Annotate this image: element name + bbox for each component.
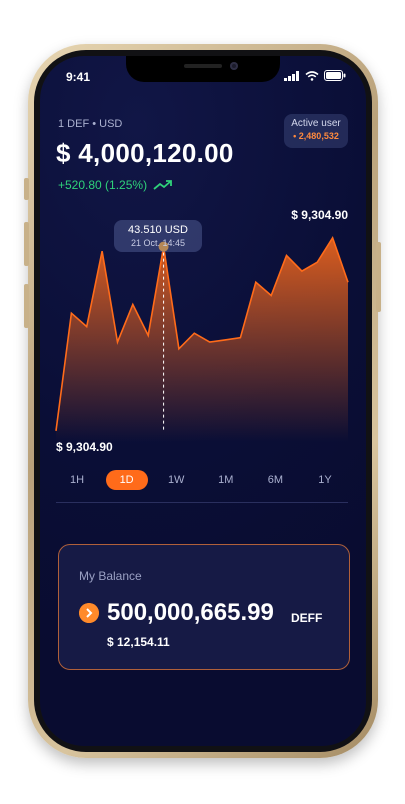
divider [56, 502, 348, 503]
balance-unit: DEFF [291, 611, 323, 625]
wifi-icon [305, 70, 319, 81]
active-user-badge: Active user • 2,480,532 [284, 114, 348, 148]
chart-tooltip: 43.510 USD 21 Oct. 14:45 [114, 220, 202, 252]
chevron-right-icon [79, 603, 99, 623]
balance-card[interactable]: My Balance 500,000,665.99 DEFF $ 12,154.… [58, 544, 350, 670]
range-1h[interactable]: 1H [69, 474, 85, 486]
status-icons [284, 70, 346, 81]
app-screen: 9:41 1 DEF • USD $ 4,000,120.00 +520.80 … [40, 56, 366, 746]
chart-low-label: $ 9,304.90 [56, 440, 113, 454]
chart-high-label: $ 9,304.90 [291, 208, 348, 222]
range-1y[interactable]: 1Y [318, 474, 332, 486]
notch [126, 56, 280, 82]
currency-pair: 1 DEF • USD [58, 118, 123, 130]
price-change-value: +520.80 (1.25%) [58, 178, 148, 192]
balance-title: My Balance [79, 569, 142, 583]
speaker [184, 64, 222, 68]
side-button-right [376, 242, 381, 312]
time-range-selector: 1H 1D 1W 1M 6M 1Y [56, 470, 346, 490]
current-price: $ 4,000,120.00 [56, 138, 234, 168]
price-change: +520.80 (1.25%) [58, 178, 173, 192]
side-button-left-3 [24, 284, 29, 328]
tooltip-value: 43.510 USD [128, 224, 188, 236]
range-1w[interactable]: 1W [167, 474, 185, 486]
side-button-left-2 [24, 222, 29, 266]
side-button-left-1 [24, 178, 29, 200]
trend-up-icon [153, 180, 172, 190]
chart-price-line [55, 235, 349, 432]
camera [230, 62, 238, 70]
active-user-count: • 2,480,532 [293, 131, 339, 141]
active-user-label: Active user [291, 118, 341, 129]
range-1m[interactable]: 1M [218, 474, 234, 486]
range-6m[interactable]: 6M [267, 474, 284, 486]
battery-icon [324, 70, 346, 81]
price-chart[interactable] [40, 206, 366, 466]
balance-amount: 500,000,665.99 [107, 599, 274, 626]
range-1d[interactable]: 1D [105, 470, 148, 490]
tooltip-date: 21 Oct. 14:45 [130, 238, 186, 248]
chart-selected-point[interactable] [158, 241, 169, 252]
signal-icon [284, 70, 299, 81]
balance-usd-value: $ 12,154.11 [107, 635, 170, 649]
chart-area-fill [56, 237, 348, 442]
status-time: 9:41 [66, 70, 91, 84]
price-chart-svg [55, 235, 349, 442]
